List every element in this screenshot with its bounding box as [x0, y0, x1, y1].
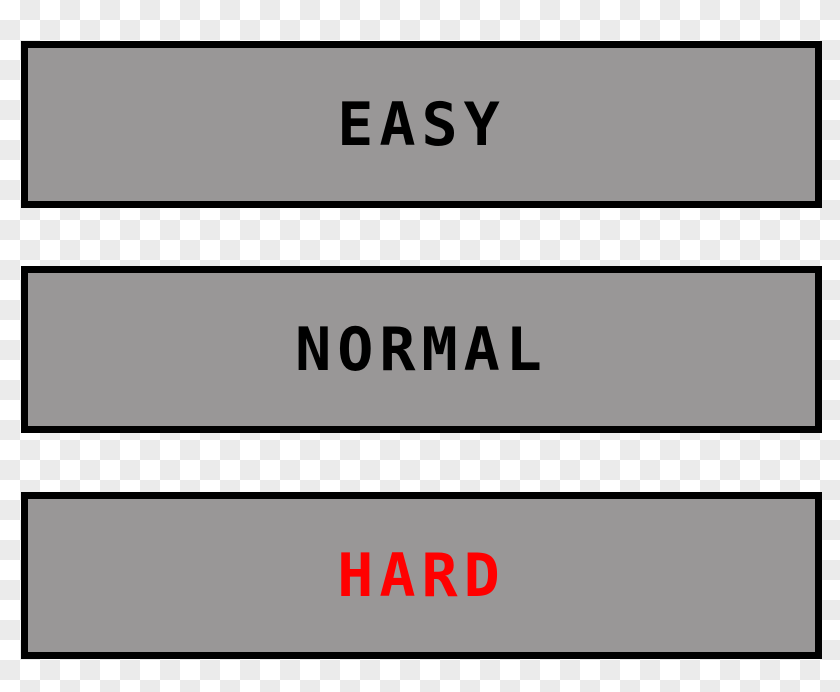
easy-label: EASY	[337, 89, 506, 160]
hard-button[interactable]: HARD	[21, 492, 822, 659]
normal-label: NORMAL	[295, 314, 548, 385]
easy-button[interactable]: EASY	[21, 41, 822, 208]
hard-label: HARD	[337, 540, 506, 611]
normal-button[interactable]: NORMAL	[21, 266, 822, 433]
